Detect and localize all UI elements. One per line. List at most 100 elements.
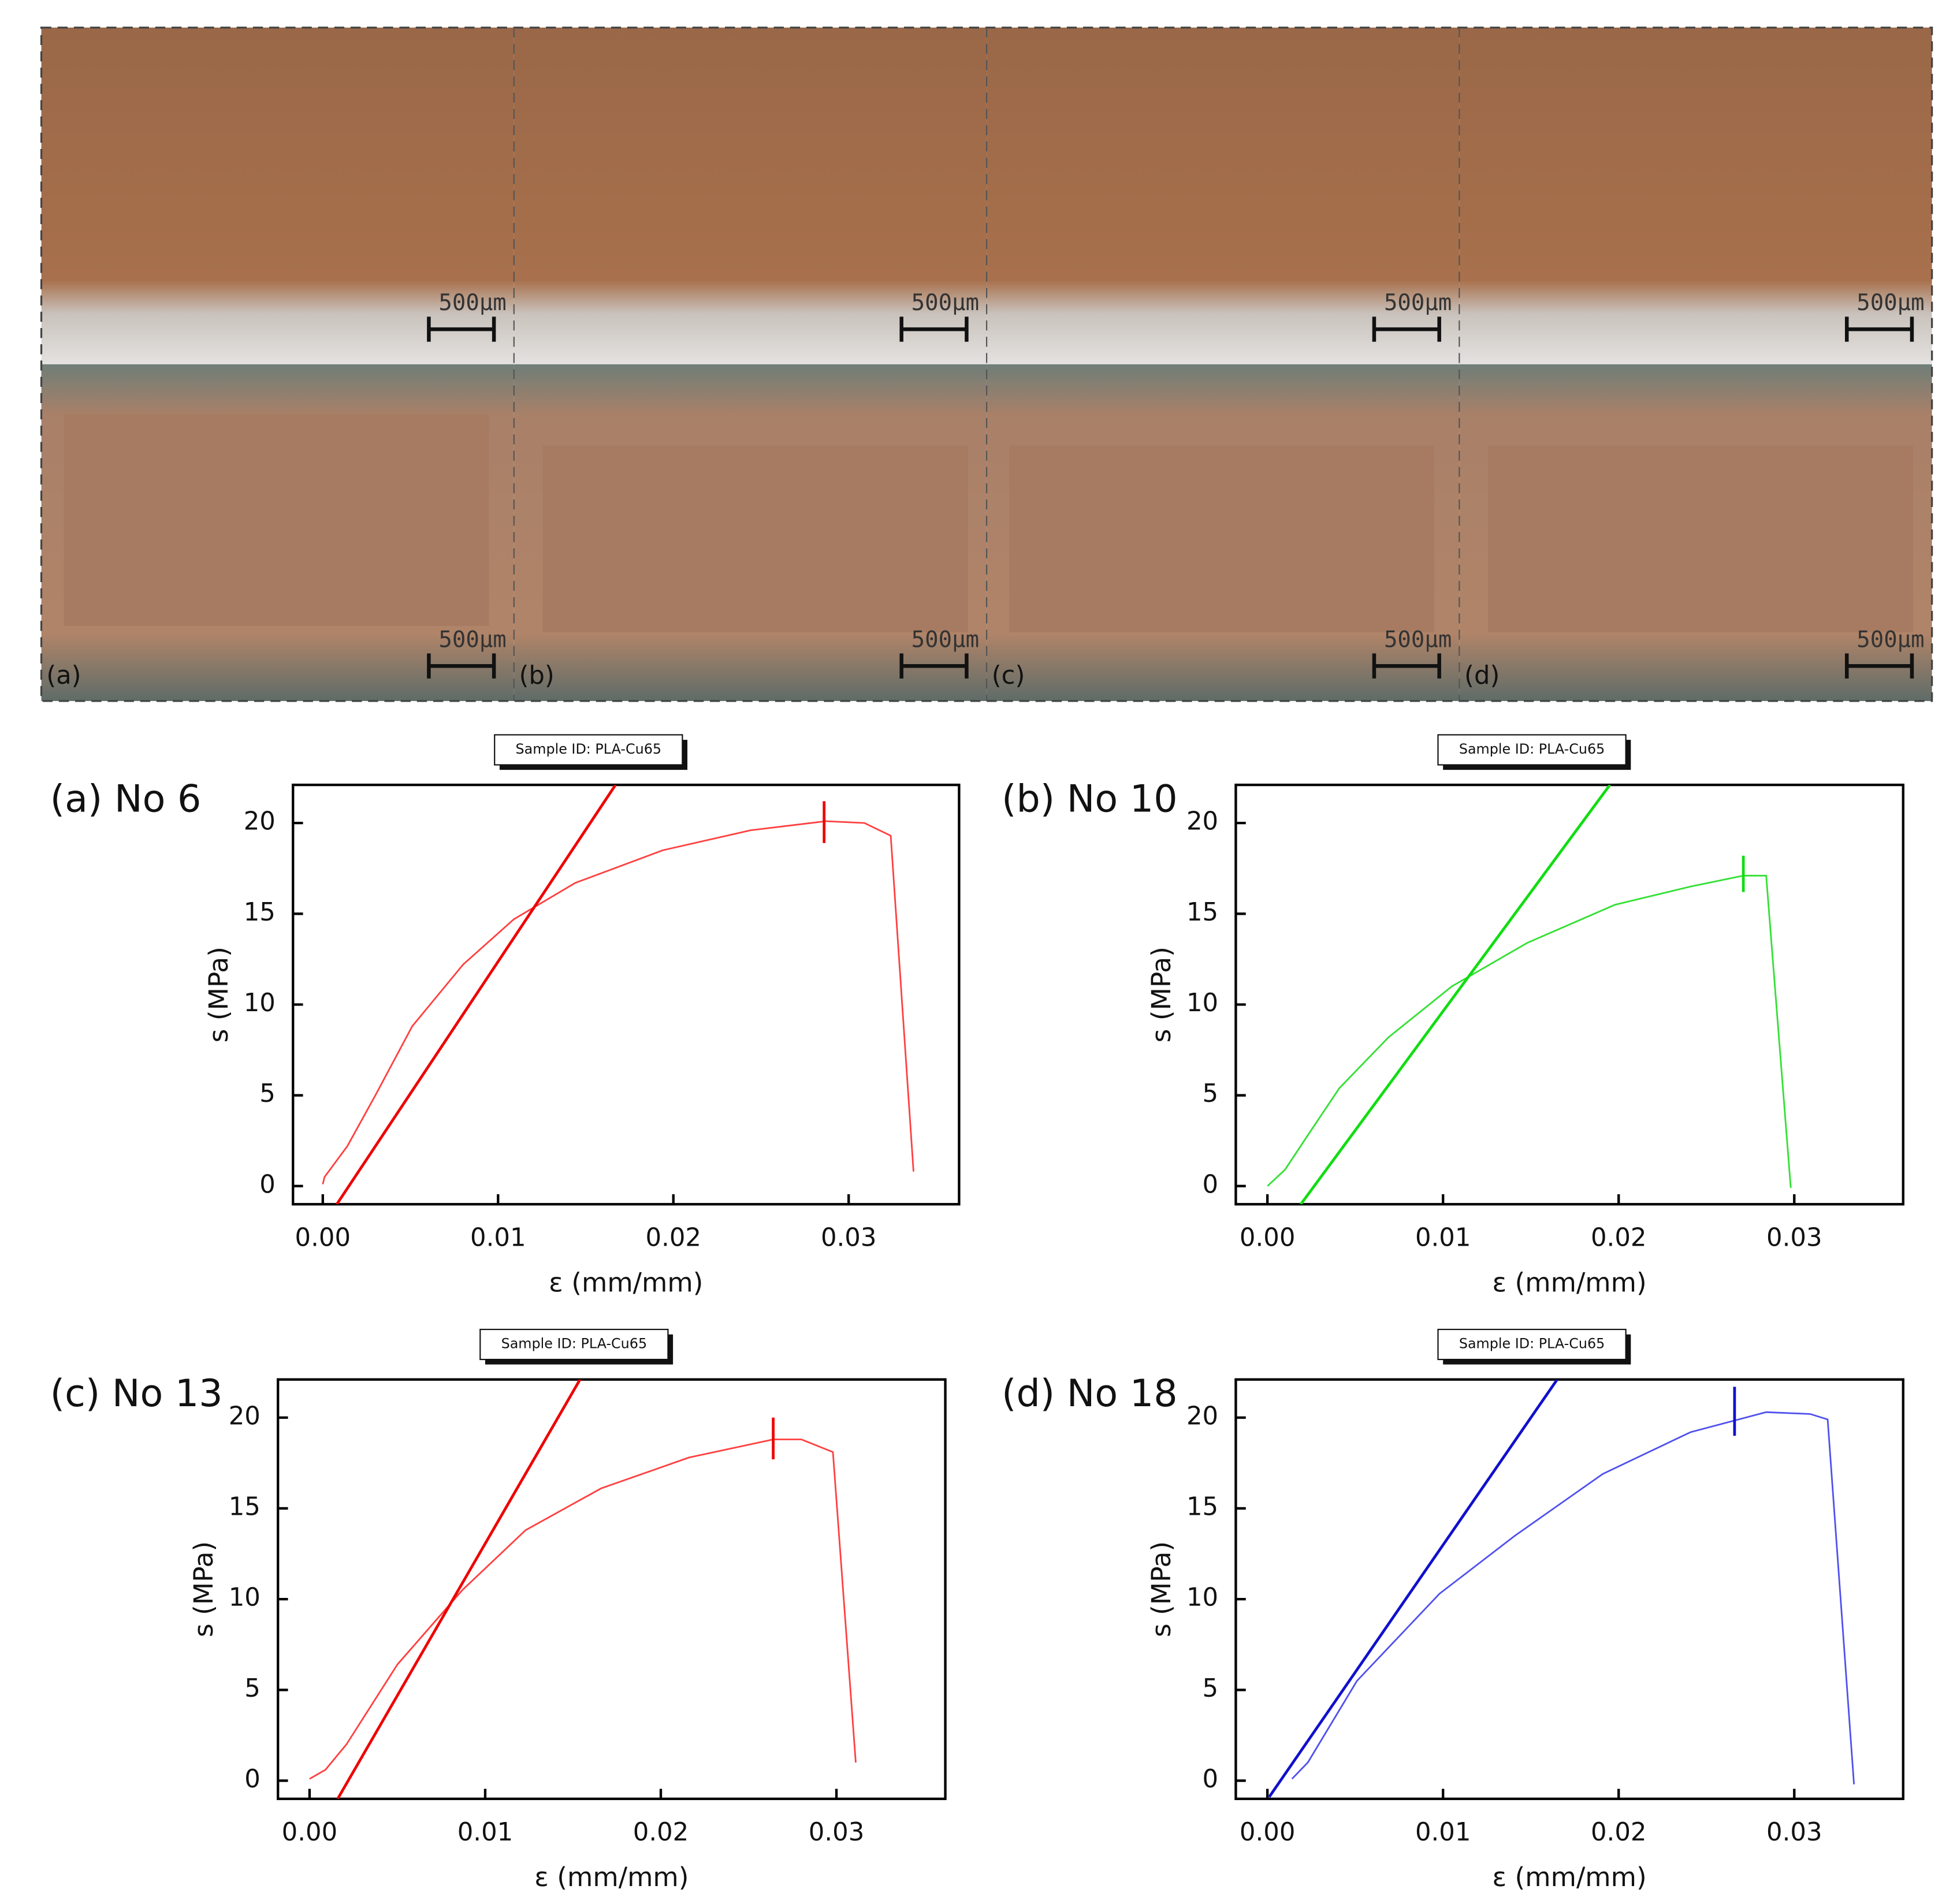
x-tick-label: 0.02 xyxy=(1591,1223,1647,1252)
x-tick-label: 0.01 xyxy=(1415,1223,1471,1252)
scale-bar xyxy=(427,653,496,679)
chart-title: (a) No 6 xyxy=(50,777,202,821)
chart-title: (c) No 13 xyxy=(50,1372,223,1415)
curve xyxy=(1267,874,1792,1188)
chart-subtitle: Sample ID: PLA-Cu65 xyxy=(516,741,662,757)
x-axis-label: ε (mm/mm) xyxy=(1492,1862,1646,1892)
photo-panels: 500µm 500µm (a) 500µm 500µm (b) 500µm 500µm (c) 5… xyxy=(40,27,1933,702)
panel-label: (b) xyxy=(519,661,554,690)
x-tick-label: 0.03 xyxy=(809,1818,865,1847)
y-tick-label: 0 xyxy=(259,1170,276,1199)
x-tick-label: 0.01 xyxy=(1415,1818,1471,1847)
chart: (a) No 6 Sample ID: PLA-Cu65 0.00 0.01 0.02 0… xyxy=(50,734,961,1298)
scale-bar xyxy=(1844,316,1914,342)
y-tick-label: 5 xyxy=(259,1079,276,1108)
y-tick-label: 5 xyxy=(244,1674,261,1703)
scale-bar xyxy=(1844,653,1914,679)
y-axis-label: s (MPa) xyxy=(188,1541,219,1637)
x-tick-label: 0.03 xyxy=(1766,1223,1822,1252)
photo xyxy=(514,27,987,364)
y-tick-label: 15 xyxy=(229,1492,261,1521)
y-axis-label: s (MPa) xyxy=(1146,947,1177,1042)
x-tick-label: 0.00 xyxy=(1240,1818,1296,1847)
plot-frame xyxy=(277,1378,947,1801)
y-tick-label: 20 xyxy=(244,807,276,836)
photo xyxy=(987,27,1460,364)
id-box xyxy=(1437,734,1627,766)
scale-bar-label: 500µm xyxy=(911,290,979,316)
chart-subtitle: Sample ID: PLA-Cu65 xyxy=(501,1336,648,1352)
y-tick-label: 15 xyxy=(244,898,276,927)
y-tick-label: 20 xyxy=(1186,807,1218,836)
specimen xyxy=(542,445,968,632)
id-box xyxy=(479,1328,669,1361)
modulus-line xyxy=(1268,1379,1558,1798)
scale-bar-label: 500µm xyxy=(438,627,506,653)
id-box xyxy=(1437,1328,1627,1361)
y-tick-label: 5 xyxy=(1203,1079,1219,1108)
x-tick-label: 0.01 xyxy=(457,1818,514,1847)
id-box xyxy=(494,734,683,766)
scale-bar-label: 500µm xyxy=(1856,627,1924,653)
y-tick-label: 10 xyxy=(229,1583,261,1612)
scale-bar xyxy=(899,653,969,679)
y-tick-label: 15 xyxy=(1186,898,1218,927)
y-tick-label: 0 xyxy=(1203,1765,1219,1794)
charts: (a) No 6 Sample ID: PLA-Cu65 0.00 0.01 0.02 0… xyxy=(50,734,1904,1892)
plot-frame xyxy=(1234,783,1904,1206)
x-tick-label: 0.00 xyxy=(282,1818,338,1847)
y-tick-label: 0 xyxy=(1203,1170,1219,1199)
scale-bar-label: 500µm xyxy=(1384,290,1452,316)
scale-bar xyxy=(427,316,496,342)
y-tick-label: 10 xyxy=(244,989,276,1018)
x-tick-label: 0.02 xyxy=(1591,1818,1647,1847)
x-axis-label: ε (mm/mm) xyxy=(534,1862,689,1892)
chart: (d) No 18 Sample ID: PLA-Cu65 0.00 0.01 0.02… xyxy=(1002,1328,1904,1892)
plot-frame xyxy=(292,783,961,1206)
x-tick-label: 0.02 xyxy=(645,1223,701,1252)
x-tick-label: 0.01 xyxy=(470,1223,526,1252)
x-tick-label: 0.00 xyxy=(295,1223,351,1252)
y-axis-label: s (MPa) xyxy=(203,947,234,1042)
specimen xyxy=(64,414,489,626)
chart-title: (b) No 10 xyxy=(1002,777,1177,821)
curve xyxy=(309,1439,857,1780)
modulus-line xyxy=(336,1379,582,1799)
x-axis-label: ε (mm/mm) xyxy=(549,1268,703,1298)
chart: (c) No 13 Sample ID: PLA-Cu65 0.00 0.01 0.02… xyxy=(50,1328,947,1892)
scale-bar-label: 500µm xyxy=(438,290,506,316)
scale-bar xyxy=(1372,653,1441,679)
photo xyxy=(41,27,514,364)
y-tick-label: 10 xyxy=(1186,1583,1218,1612)
x-tick-label: 0.03 xyxy=(821,1223,877,1252)
photo xyxy=(1459,27,1932,364)
panel-label: (a) xyxy=(46,661,81,690)
scale-bar-label: 500µm xyxy=(1384,627,1452,653)
scale-bar-label: 500µm xyxy=(911,627,979,653)
curve xyxy=(322,820,914,1185)
chart-subtitle: Sample ID: PLA-Cu65 xyxy=(1459,741,1605,757)
y-axis-label: s (MPa) xyxy=(1146,1541,1177,1637)
y-tick-label: 5 xyxy=(1203,1674,1219,1703)
modulus-line xyxy=(336,785,617,1205)
chart-title: (d) No 18 xyxy=(1002,1372,1177,1415)
curve xyxy=(1291,1411,1855,1784)
panel-label: (c) xyxy=(992,661,1025,690)
chart: (b) No 10 Sample ID: PLA-Cu65 0.00 0.01 0.02… xyxy=(1002,734,1904,1298)
panel-label: (d) xyxy=(1464,661,1500,690)
plot-frame xyxy=(1234,1378,1904,1801)
scale-bar xyxy=(1372,316,1441,342)
y-tick-label: 0 xyxy=(244,1765,261,1794)
y-tick-label: 10 xyxy=(1186,989,1218,1018)
specimen xyxy=(1009,445,1435,632)
y-tick-label: 15 xyxy=(1186,1492,1218,1521)
y-tick-label: 20 xyxy=(1186,1402,1218,1430)
specimen xyxy=(1488,445,1914,632)
x-axis-label: ε (mm/mm) xyxy=(1492,1268,1646,1298)
chart-subtitle: Sample ID: PLA-Cu65 xyxy=(1459,1336,1605,1352)
y-tick-label: 20 xyxy=(229,1402,261,1430)
scale-bar-label: 500µm xyxy=(1856,290,1924,316)
x-tick-label: 0.03 xyxy=(1766,1818,1822,1847)
scale-bar xyxy=(899,316,969,342)
